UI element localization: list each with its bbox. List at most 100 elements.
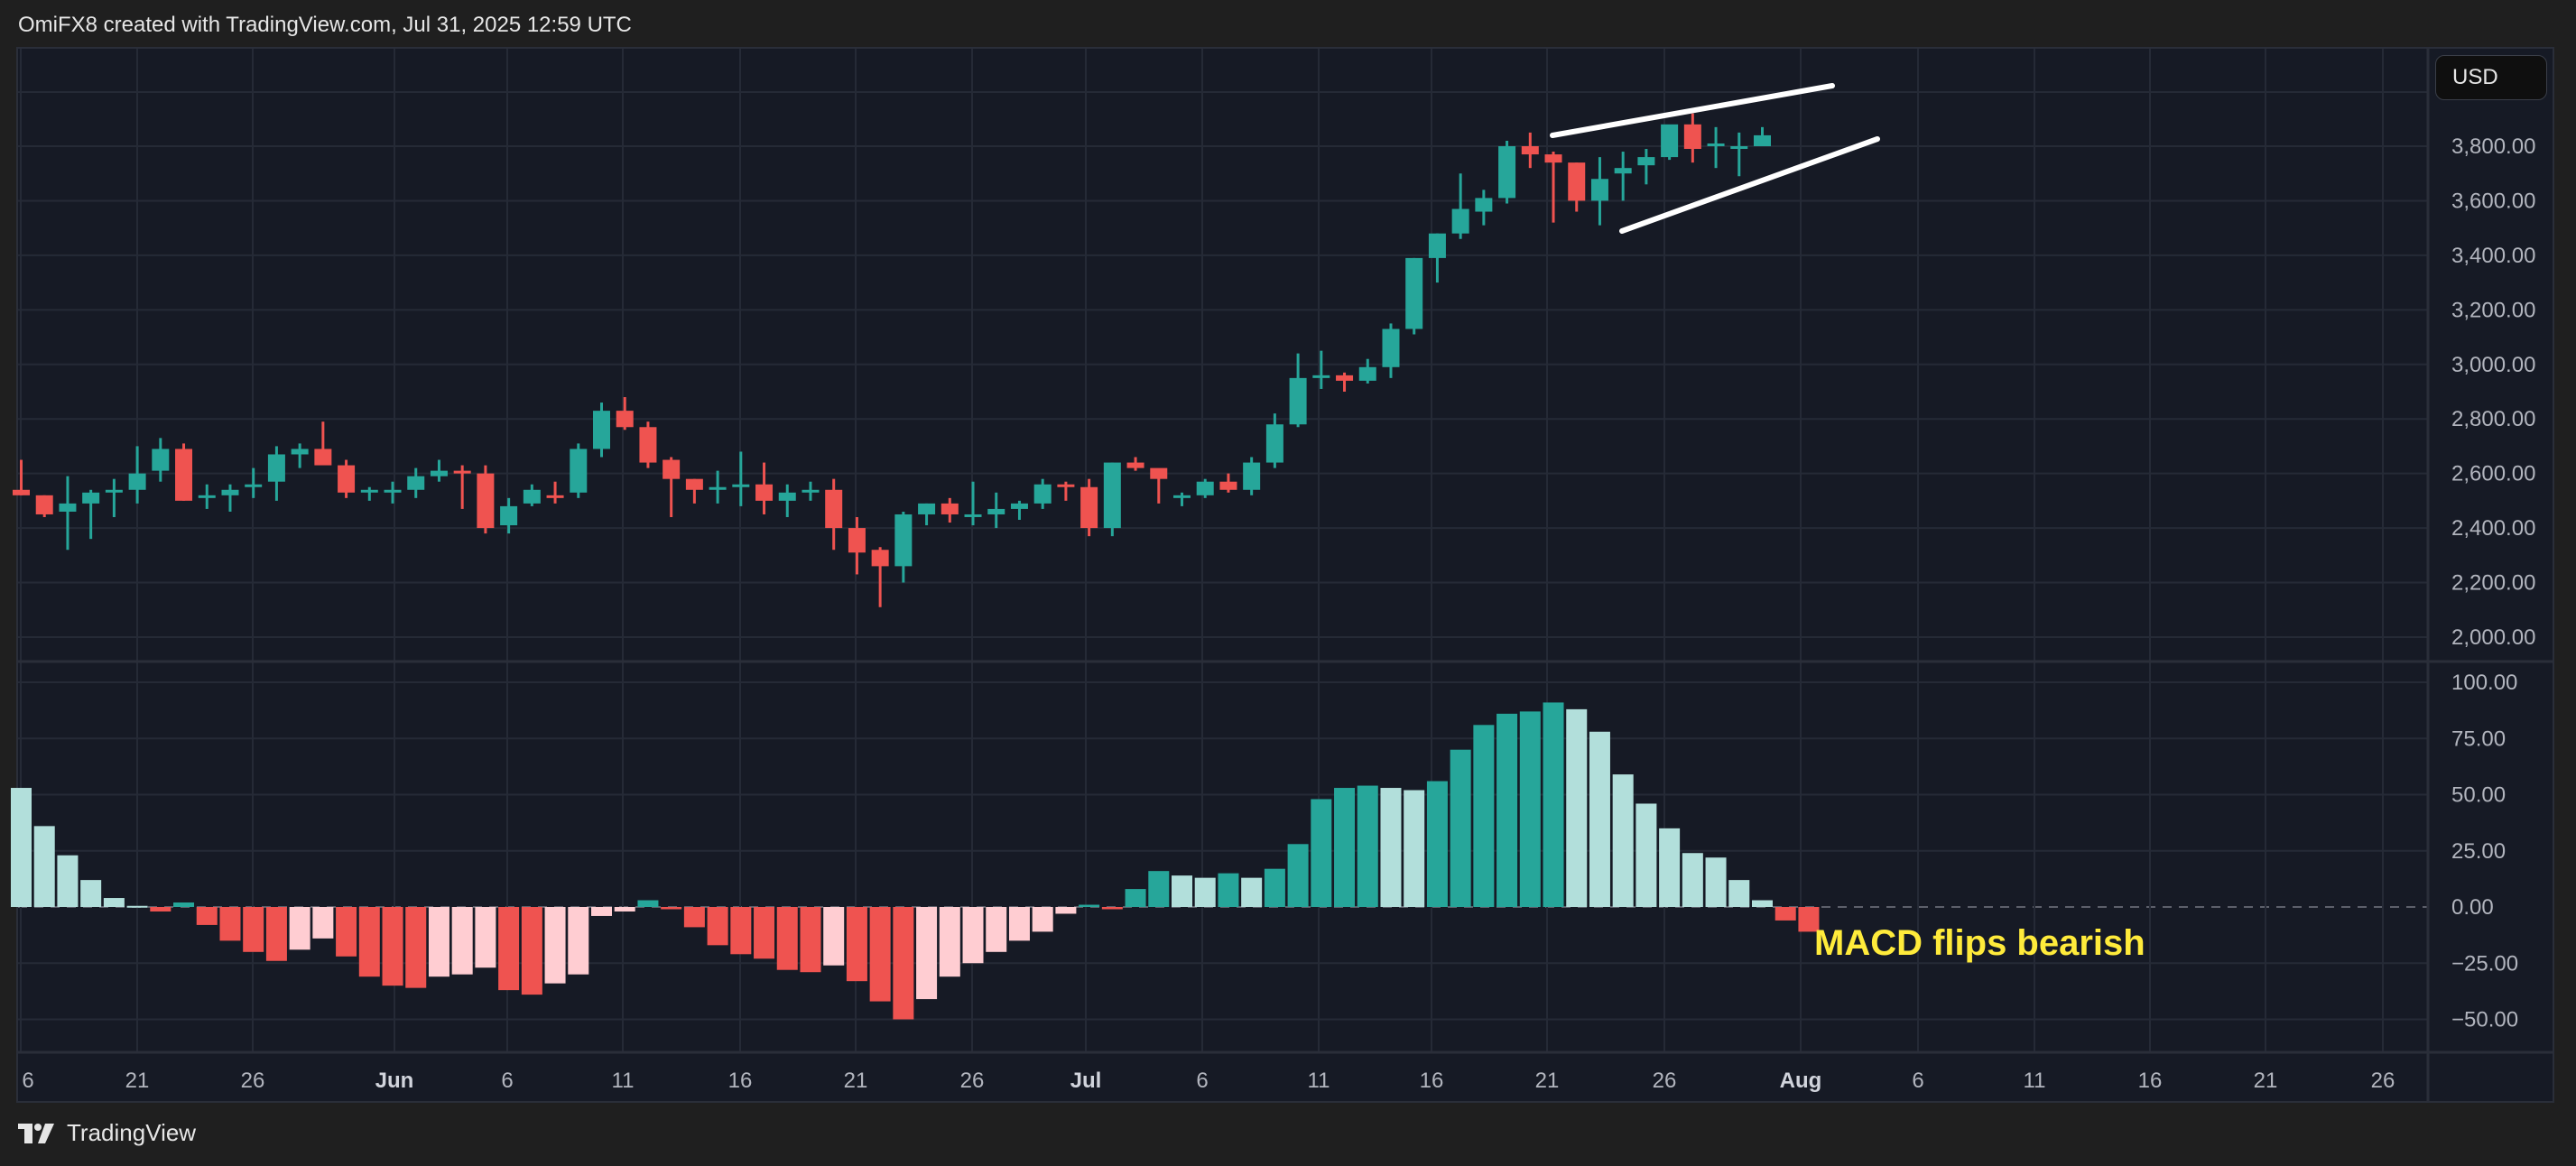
candle xyxy=(1103,462,1121,529)
candle xyxy=(500,505,518,526)
macd-bar xyxy=(1728,880,1750,907)
macd-bar xyxy=(986,907,1007,952)
macd-bar xyxy=(521,907,542,995)
macd-bar xyxy=(1426,781,1448,907)
time-tick-label: 11 xyxy=(2024,1069,2046,1093)
candle xyxy=(570,449,588,493)
candle xyxy=(1219,481,1237,490)
candle xyxy=(1707,143,1725,146)
macd-bar xyxy=(683,907,705,928)
candle xyxy=(639,427,657,463)
candle xyxy=(918,503,936,514)
time-tick-label: 6 xyxy=(1912,1069,1923,1093)
footer-brand[interactable]: TradingView xyxy=(18,1119,196,1147)
candle xyxy=(825,489,843,529)
candle xyxy=(477,473,495,529)
price-tick-label: 3,600.00 xyxy=(2451,189,2535,213)
macd-bar xyxy=(1055,907,1077,914)
time-tick-label: 6 xyxy=(1196,1069,1208,1093)
candle xyxy=(1243,462,1261,490)
time-tick-label: 11 xyxy=(612,1069,635,1093)
macd-bar xyxy=(1404,790,1425,907)
candle xyxy=(1173,495,1191,498)
candle xyxy=(1336,375,1354,381)
chart-caption: OmiFX8 created with TradingView.com, Jul… xyxy=(18,13,632,37)
candle xyxy=(245,484,263,487)
candle xyxy=(384,489,402,493)
macd-bar xyxy=(33,826,55,907)
time-tick-label: Jul xyxy=(1070,1069,1102,1093)
macd-bar xyxy=(707,907,728,946)
lower-wedge-line[interactable] xyxy=(1619,136,1880,234)
macd-bar xyxy=(939,907,960,977)
candle xyxy=(1637,157,1655,166)
time-tick-label: 26 xyxy=(960,1069,985,1093)
candle xyxy=(1614,168,1632,174)
wedge-trendlines[interactable] xyxy=(1550,83,1880,234)
macd-bar xyxy=(57,855,79,907)
macd-tick-label: −25.00 xyxy=(2451,951,2518,976)
upper-wedge-line[interactable] xyxy=(1550,83,1835,138)
macd-bar xyxy=(1635,803,1657,907)
macd-bar xyxy=(289,907,310,950)
macd-histogram xyxy=(11,702,1820,1020)
candle xyxy=(152,449,170,471)
candle xyxy=(1382,329,1400,367)
candle xyxy=(407,476,425,490)
macd-bar xyxy=(1543,702,1564,907)
candle xyxy=(1754,134,1771,146)
time-tick-label: 21 xyxy=(844,1069,868,1093)
tradingview-logo-icon xyxy=(18,1123,54,1143)
macd-bar xyxy=(1194,877,1216,907)
candle xyxy=(941,503,959,514)
macd-bar xyxy=(1774,907,1796,921)
candle xyxy=(663,459,681,479)
macd-bar xyxy=(1148,871,1170,907)
macd-bar xyxy=(591,907,612,916)
macd-bar xyxy=(916,907,938,1000)
macd-bar xyxy=(1218,873,1239,907)
candle xyxy=(616,411,634,428)
macd-bar xyxy=(173,902,195,907)
macd-bar xyxy=(1450,749,1471,907)
candle xyxy=(1498,146,1516,199)
macd-bar xyxy=(1311,799,1332,907)
candle xyxy=(1358,366,1376,381)
candle xyxy=(175,449,193,501)
macd-bar xyxy=(1659,828,1681,907)
candle xyxy=(1312,375,1330,378)
macd-bar xyxy=(1566,708,1588,907)
footer-brand-text: TradingView xyxy=(67,1119,197,1146)
candle xyxy=(894,514,913,567)
candle xyxy=(523,489,541,504)
macd-tick-label: 100.00 xyxy=(2451,671,2517,695)
macd-tick-label: 0.00 xyxy=(2451,895,2494,920)
macd-bar xyxy=(358,907,380,977)
macd-tick-label: 50.00 xyxy=(2451,783,2506,808)
candle xyxy=(314,449,332,466)
candle xyxy=(82,492,100,504)
time-tick-label: 26 xyxy=(241,1069,265,1093)
macd-bar xyxy=(637,900,659,907)
macd-bar xyxy=(336,907,357,957)
candle xyxy=(1451,208,1469,234)
candle xyxy=(267,454,285,482)
macd-bar xyxy=(243,907,264,952)
price-tick-label: 3,800.00 xyxy=(2451,134,2535,159)
macd-bar xyxy=(1473,725,1495,907)
macd-bar xyxy=(1380,788,1402,907)
currency-button[interactable]: USD xyxy=(2435,55,2547,100)
candlestick-series xyxy=(13,113,1771,607)
macd-bar xyxy=(1287,844,1309,907)
macd-bar xyxy=(893,907,914,1020)
macd-bar xyxy=(150,907,171,912)
candle xyxy=(59,503,77,512)
candle xyxy=(1730,146,1748,150)
macd-bar xyxy=(451,907,473,975)
time-tick-label: 6 xyxy=(501,1069,513,1093)
time-tick-label: 21 xyxy=(1535,1069,1560,1093)
time-tick-label: 21 xyxy=(125,1069,150,1093)
macd-bar xyxy=(869,907,891,1002)
macd-bar xyxy=(498,907,520,991)
